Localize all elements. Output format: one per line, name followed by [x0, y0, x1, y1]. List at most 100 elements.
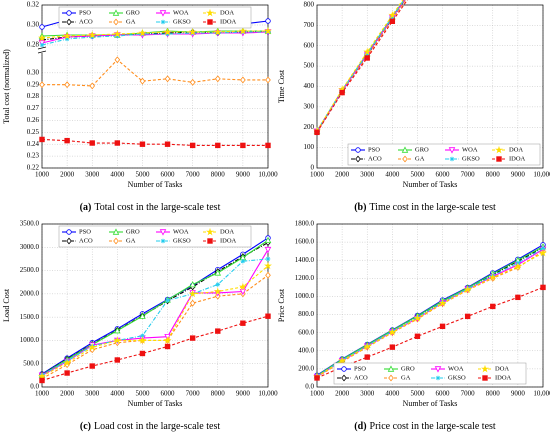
legend-marker: [448, 147, 456, 154]
plot-frame: [41, 4, 269, 169]
marker: [215, 282, 221, 287]
caption-label: (d): [354, 421, 366, 432]
marker: [214, 269, 222, 276]
legend-marker: [159, 10, 167, 17]
y-tick-label: 600.0: [298, 328, 314, 336]
x-tick-label: 7000: [461, 171, 476, 179]
y-tick-label: 1600.0: [295, 238, 315, 246]
x-tick-label: 1000: [35, 390, 50, 398]
x-axis-label: Number of Tasks: [403, 180, 458, 189]
marker: [138, 336, 147, 344]
y-tick-label: 0.29: [27, 80, 40, 88]
marker: [64, 81, 70, 89]
x-tick-label: 9000: [511, 390, 526, 398]
legend-marker: [401, 146, 409, 153]
x-axis-label: Number of Tasks: [128, 399, 183, 408]
y-tick-label: 0.26: [27, 116, 40, 124]
marker: [138, 28, 147, 37]
series-line: [316, 0, 405, 132]
x-tick-label: 4000: [110, 390, 125, 398]
y-tick-label: 0.28: [27, 92, 40, 100]
marker: [314, 375, 320, 381]
y-tick-label: 1000.0: [295, 292, 315, 300]
marker: [390, 14, 395, 20]
marker: [39, 377, 45, 384]
x-tick-label: 6000: [161, 171, 176, 179]
series-line: [41, 237, 269, 375]
legend-box: [333, 362, 527, 385]
x-tick-label: 6000: [436, 390, 451, 398]
marker: [115, 33, 120, 39]
marker: [163, 336, 172, 344]
marker: [88, 30, 97, 39]
x-tick-label: 10,000: [533, 390, 550, 398]
series-line: [41, 274, 269, 380]
legend-label: PSO: [79, 228, 91, 235]
legend-marker: [435, 375, 441, 381]
x-tick-label: 3000: [360, 171, 375, 179]
x-tick-label: 5000: [135, 390, 150, 398]
marker: [388, 328, 397, 336]
y-tick-label: 2500.0: [20, 266, 40, 274]
series-line: [316, 247, 544, 377]
marker: [163, 27, 172, 36]
marker: [39, 42, 45, 48]
x-tick-label: 8000: [211, 171, 226, 179]
caption: (a) Total cost in the large-scale test: [80, 202, 221, 213]
marker: [238, 282, 247, 291]
series-line: [41, 265, 269, 377]
marker: [114, 327, 121, 334]
series-line: [41, 30, 268, 39]
marker: [464, 313, 471, 320]
marker: [488, 273, 497, 281]
legend-marker: [206, 8, 214, 17]
x-tick-label: 1000: [35, 171, 50, 179]
legend-marker: [388, 374, 394, 382]
legend-marker: [495, 145, 503, 154]
marker: [39, 24, 45, 30]
legend-label: DOA: [220, 9, 234, 16]
series-line: [316, 286, 544, 379]
legend-label: WOA: [173, 9, 189, 16]
y-tick-label: 0.30: [27, 21, 40, 29]
marker: [89, 34, 95, 40]
legend-marker: [341, 366, 347, 372]
marker: [189, 280, 196, 288]
x-axis-label: Number of Tasks: [128, 180, 183, 189]
y-tick-label: 3500.0: [20, 220, 40, 228]
series-line: [316, 248, 544, 378]
marker: [114, 357, 121, 363]
marker: [39, 81, 45, 89]
x-tick-label: 5000: [410, 390, 425, 398]
legend-label: IDOA: [220, 237, 237, 244]
marker: [338, 356, 347, 365]
legend-label: ACO: [79, 237, 93, 244]
legend-marker: [160, 238, 166, 244]
y-tick-label: 200.0: [298, 364, 314, 372]
marker: [88, 343, 97, 351]
x-tick-label: 2000: [60, 390, 75, 398]
x-tick-label: 9000: [236, 171, 251, 179]
legend-marker: [387, 365, 395, 372]
legend-marker: [482, 375, 488, 381]
y-tick-label: 0.25: [27, 128, 40, 136]
y-tick-label: 200: [304, 123, 315, 131]
series-line: [316, 247, 544, 377]
marker: [540, 284, 546, 291]
legend-label: GKSO: [448, 374, 466, 381]
x-tick-label: 4000: [110, 171, 125, 179]
marker: [388, 11, 397, 19]
legend-label: GRO: [401, 365, 415, 372]
axis-break: [38, 47, 46, 53]
x-tick-label: 8000: [486, 390, 501, 398]
marker: [265, 142, 271, 149]
caption: (d) Price cost in the large-scale test: [354, 421, 496, 432]
marker: [113, 29, 122, 38]
marker: [140, 333, 145, 339]
marker: [89, 363, 95, 369]
x-tick-label: 4000: [385, 390, 400, 398]
legend-label: GKSO: [173, 18, 191, 25]
legend-marker: [434, 366, 442, 373]
marker: [265, 256, 271, 262]
